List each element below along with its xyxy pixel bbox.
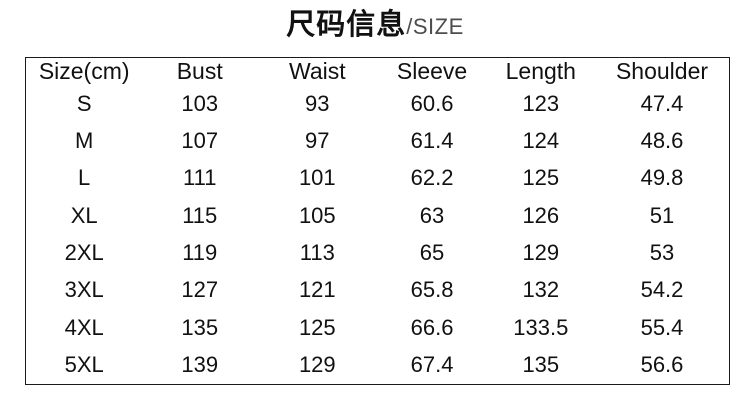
table-cell: 101 [298,165,336,191]
table-cell: 97 [305,128,330,154]
table-cell: L [78,165,91,191]
table-cell: 113 [299,240,335,266]
table-cell: 51 [649,202,675,228]
table-cell: 125 [522,165,560,191]
table-cell: 2XL [64,240,104,266]
table-cell: 126 [522,202,560,228]
table-cell: 61.4 [410,128,454,154]
table-cell: S [76,90,92,116]
table-cell: 53 [649,240,675,266]
table-row-3xl: 3XL 127 121 65.8 132 54.2 [26,272,730,309]
table-header-cell-bust: Bust [176,58,223,84]
table-header-cell-waist: Waist [288,58,346,84]
table-cell: 139 [181,352,219,378]
table-cell: 119 [182,240,218,266]
table-row-l: L 111 101 62.2 125 49.8 [26,160,730,197]
table-cell: 65.8 [410,277,454,303]
title-chinese: 尺码信息 [286,9,407,41]
table-row-xl: XL 115 105 63 126 51 [26,197,730,234]
table-cell: 4XL [64,314,104,340]
table-cell: 3XL [64,277,104,303]
table-cell: 54.2 [640,277,684,303]
title-english-suffix: /SIZE [406,14,464,39]
table-header-row: Size(cm) Bust Waist Sleeve Length Should… [26,58,730,86]
page-title: 尺码信息/SIZE [0,0,750,49]
table-cell: 125 [298,314,336,340]
table-cell: 123 [522,90,560,116]
table-cell: 133.5 [513,314,569,340]
table-cell: 115 [182,202,218,228]
table-cell: 67.4 [410,352,454,378]
table-row-s: S 103 93 60.6 123 47.4 [26,85,730,122]
table-cell: 5XL [64,352,104,378]
table-header-cell-size: Size(cm) [38,58,130,84]
table-cell: 63 [419,202,445,228]
table-cell: 66.6 [410,314,454,340]
table-cell: 103 [181,90,219,116]
table-cell: 49.8 [640,165,684,191]
table-cell: 56.6 [640,352,684,378]
table-cell: 60.6 [410,90,454,116]
table-cell: 48.6 [640,128,684,154]
table-cell: 124 [522,128,560,154]
table-cell: 129 [522,240,560,266]
table-cell: 65 [419,240,445,266]
table-cell: 93 [305,90,330,116]
table-cell: 47.4 [640,90,684,116]
table-row-4xl: 4XL 135 125 66.6 133.5 55.4 [26,309,730,346]
table-cell: 132 [522,277,560,303]
table-cell: 62.2 [410,165,454,191]
table-header-cell-shoulder: Shoulder [615,58,709,84]
table-cell: 55.4 [640,314,684,340]
table-cell: 107 [181,128,219,154]
table-row-5xl: 5XL 139 129 67.4 135 56.6 [26,346,730,384]
table-row-m: M 107 97 61.4 124 48.6 [26,122,730,159]
table-header-cell-sleeve: Sleeve [396,58,468,84]
table-cell: XL [70,202,98,228]
table-header-cell-length: Length [505,58,576,84]
table-cell: 129 [298,352,336,378]
table-row-2xl: 2XL 119 113 65 129 53 [26,234,730,271]
table-cell: 135 [522,352,560,378]
size-table: Size(cm) Bust Waist Sleeve Length Should… [25,57,730,385]
table-cell: 135 [181,314,219,340]
table-cell: 127 [181,277,219,303]
table-cell: 121 [298,277,336,303]
table-cell: M [75,128,94,154]
table-cell: 111 [183,165,217,191]
table-cell: 105 [298,202,336,228]
